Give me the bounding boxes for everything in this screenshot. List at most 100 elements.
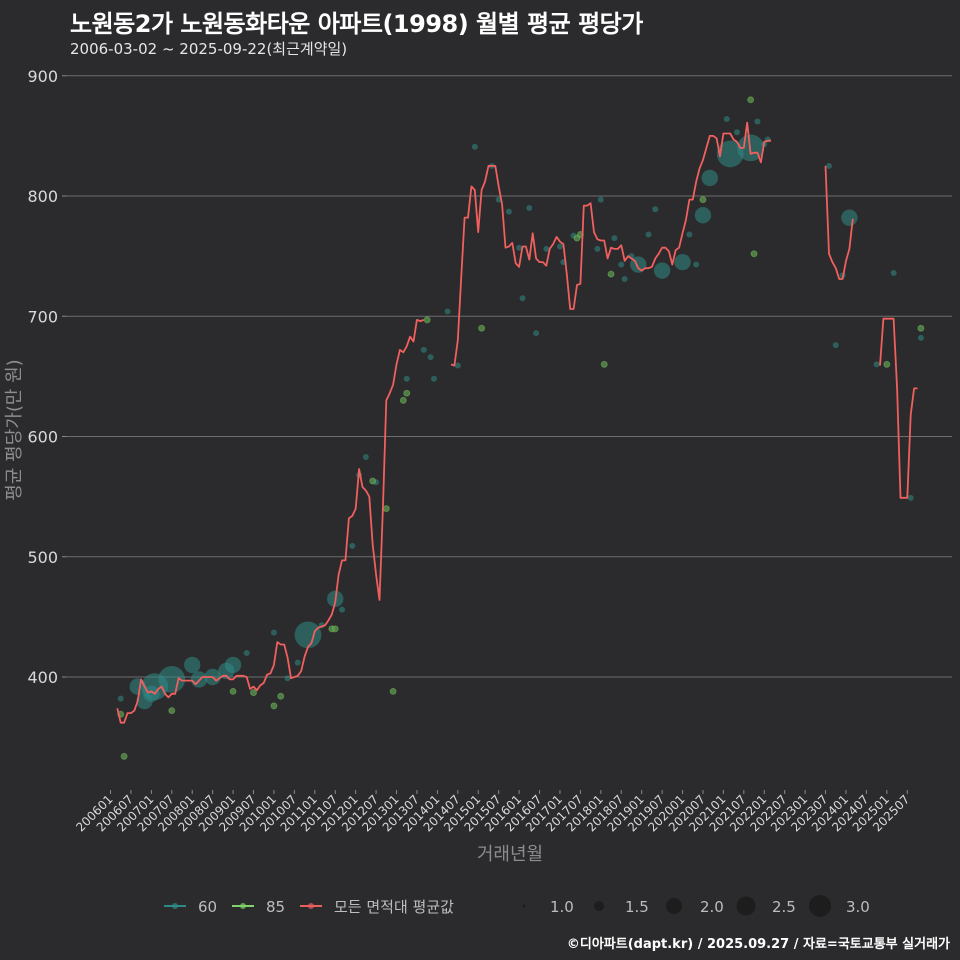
average-line-segment [879,317,918,499]
bubble-60 [693,261,700,268]
average-line-segment [116,319,425,724]
bubble-60 [825,162,832,169]
average-line-segment [450,121,772,367]
bubble-85 [699,196,707,204]
bubble-60 [533,330,540,337]
bubble-85 [120,752,128,760]
bubble-60 [184,656,201,674]
bubble-60 [734,129,741,136]
bubble-60 [686,231,693,238]
series-average-line [116,121,918,724]
bubble-85 [600,360,608,368]
bubble-60 [362,453,369,460]
bubble-85 [750,250,758,258]
bubble-85 [389,687,397,695]
bubble-85 [917,324,925,332]
svg-text:60: 60 [198,898,217,916]
bubble-60 [349,542,356,549]
bubble-60 [907,494,914,501]
bubble-85 [369,477,377,485]
bubble-85 [607,270,615,278]
y-tick-label: 700 [27,307,58,326]
bubble-60 [890,269,897,276]
bubble-60 [519,295,526,302]
y-tick-label: 500 [27,548,58,567]
bubble-60 [430,375,437,382]
bubble-60 [832,342,839,349]
legend-item-size: 3.0 [809,895,870,917]
bubble-60 [543,245,550,252]
bubble-60 [420,346,427,353]
bubble-60 [294,659,301,666]
bubble-60 [444,308,451,315]
svg-text:85: 85 [266,898,285,916]
legend-item-size: 1.5 [594,898,649,916]
y-tick-label: 600 [27,428,58,447]
bubble-60 [716,140,744,168]
gridlines [66,75,952,678]
bubble-60 [723,116,730,123]
svg-text:모든 면적대 평균값: 모든 면적대 평균값 [334,898,454,916]
legend-item-size: 2.5 [736,896,796,916]
bubble-60 [597,196,604,203]
bubble-60 [621,275,628,282]
bubble-60 [454,362,461,369]
legend: 60 85 모든 면적대 평균값 1.0 1.5 2.0 2.5 3.0 [164,895,870,917]
bubble-60 [526,205,533,212]
x-axis-title: 거래년월 [477,844,543,865]
y-axis: 400 500 600 700 800 900 [27,67,66,687]
bubble-60 [516,244,523,251]
bubble-60 [594,245,601,252]
bubble-60 [505,208,512,215]
bubble-85 [382,505,390,513]
bubble-60 [117,695,124,702]
bubble-85 [168,707,176,715]
bubble-85 [270,702,278,710]
bubble-85 [229,687,237,695]
bubble-60 [611,235,618,242]
bubble-60 [645,231,652,238]
series-85-bubbles [117,96,925,760]
bubble-85 [250,689,258,697]
bubble-85 [277,692,285,700]
bubble-60 [270,629,277,636]
bubble-60 [694,207,712,224]
bubble-85 [883,360,891,368]
bubble-60 [754,118,761,125]
series-60-bubbles [117,116,924,710]
bubble-85 [747,96,755,104]
bubble-60 [556,243,563,250]
y-axis-title: 평균 평당가(만 원) [4,359,25,500]
chart-title: 노원동2가 노원동화타운 아파트(1998) 월별 평균 평당가 [70,10,643,38]
bubble-60 [158,666,186,693]
legend-item-series: 85 [232,898,285,916]
y-tick-label: 900 [27,67,58,86]
svg-text:3.0: 3.0 [846,898,870,916]
average-line-segment [824,165,854,280]
bubble-60 [284,675,291,682]
bubble-60 [652,206,659,213]
y-tick-label: 400 [27,668,58,687]
legend-item-series: 60 [164,898,217,916]
bubble-60 [224,656,242,674]
bubble-60 [674,253,691,271]
footer-credit: ©디아파트(dapt.kr) / 2025.09.27 / 자료=국토교통부 실… [566,937,950,952]
bubble-60 [339,606,346,613]
bubble-85 [399,396,407,404]
y-tick-label: 800 [27,187,58,206]
bubble-85 [478,324,486,332]
bubble-60 [243,649,250,656]
legend-item-series: 모든 면적대 평균값 [300,898,454,916]
bubble-60 [701,169,718,187]
bubble-60 [427,354,434,361]
bubble-85 [423,316,431,324]
bubble-60 [873,361,880,368]
bubble-60 [653,262,671,279]
legend-item-size: 1.0 [522,898,574,916]
bubble-85 [331,625,339,633]
svg-text:2.0: 2.0 [700,898,724,916]
bubble-60 [841,209,858,226]
bubble-60 [471,143,478,150]
bubble-60 [917,334,924,341]
